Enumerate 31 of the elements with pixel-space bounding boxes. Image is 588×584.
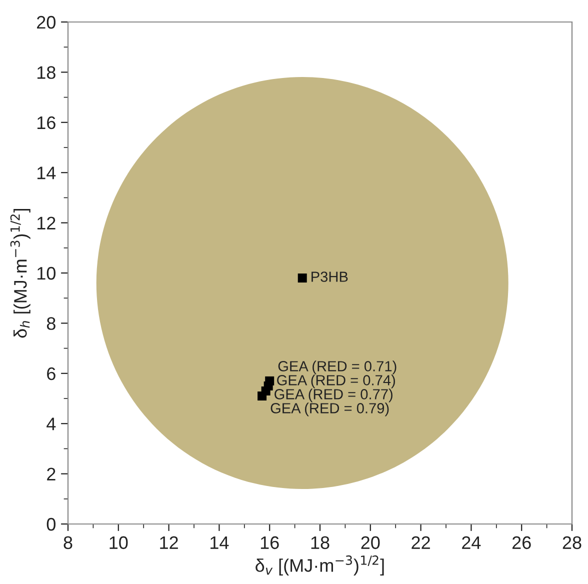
x-tick-label: 10 (110, 536, 128, 550)
y-tick-label: 16 (37, 116, 56, 130)
x-tick-label: 14 (210, 536, 229, 549)
x-tick-label: 24 (462, 536, 481, 549)
annotation: GEA (RED = 0.74) (277, 374, 395, 388)
y-tick-label: 4 (46, 418, 56, 430)
x-tick-label: 16 (260, 536, 279, 550)
y-tick-label: 10 (37, 266, 56, 280)
x-tick-label: 26 (512, 536, 531, 550)
y-tick-label: 12 (37, 216, 56, 230)
y-tick-label: 8 (46, 317, 56, 330)
y-tick-label: 2 (47, 468, 56, 480)
x-tick-label: 22 (412, 536, 430, 549)
x-tick-label: 12 (160, 536, 178, 549)
x-axis-title: δ$_{v}$ [(MJ·m$^{−3}$)$^{1/2}$] (256, 555, 384, 576)
y-tick-label: 14 (37, 166, 56, 180)
y-tick-label: 20 (37, 16, 56, 29)
y-tick-label: 6 (47, 367, 56, 380)
annotation: GEA (RED = 0.79) (270, 402, 389, 416)
x-tick-label: 18 (311, 536, 330, 550)
point (258, 391, 267, 400)
point (298, 274, 307, 283)
x-tick-label: 8 (64, 536, 72, 550)
x-tick-label: 20 (361, 536, 380, 550)
annotation: GEA (RED = 0.71) (278, 360, 396, 374)
annotation: P3HB (312, 272, 348, 282)
annotation: GEA (RED = 0.77) (274, 388, 392, 402)
y-tick-label: 0 (46, 518, 56, 531)
y-tick-label: 18 (37, 66, 56, 79)
y-axis-title: δ$_{h}$ [(MJ·m$^{−3}$)$^{1/2}$] (10, 208, 30, 338)
x-tick-label: 28 (562, 536, 582, 550)
